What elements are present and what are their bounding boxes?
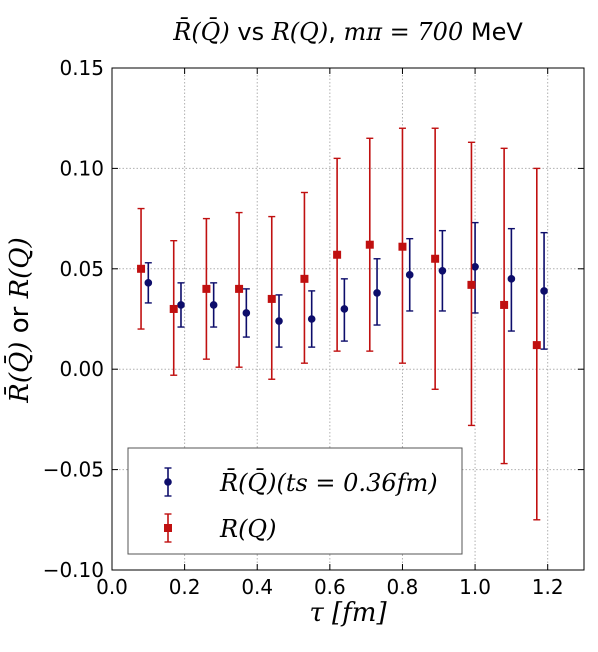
title-vs: vs <box>237 18 265 46</box>
x-tick-label: 0.2 <box>169 575 201 599</box>
data-point <box>467 280 476 289</box>
x-tick-label: 0.6 <box>314 575 346 599</box>
legend: R̄(Q̄)(ts = 0.36fm) R(Q) <box>127 447 463 555</box>
series-blue <box>144 221 548 350</box>
chart-title: R̄(Q̄) vs R(Q), mπ = 700 MeV <box>112 18 584 46</box>
data-point <box>267 294 276 303</box>
data-point <box>235 284 244 293</box>
data-point <box>540 287 548 295</box>
y-tick-label: 0.05 <box>59 257 104 281</box>
legend-label: R̄(Q̄)(ts = 0.36fm) <box>219 469 438 497</box>
title-rhs: R(Q) <box>271 18 329 46</box>
x-tick-label: 0.0 <box>96 575 128 599</box>
x-axis-label: τ [fm] <box>309 598 387 628</box>
plot-frame <box>111 67 585 571</box>
data-point <box>242 309 251 317</box>
legend-entry-blue: R̄(Q̄)(ts = 0.36fm) <box>164 467 438 497</box>
data-point <box>405 271 414 279</box>
x-tick-label: 1.0 <box>459 575 491 599</box>
y-tick-label: 0.10 <box>59 156 104 180</box>
legend-box <box>127 447 463 555</box>
y-tick-label: 0.00 <box>59 357 104 381</box>
y-axis-label: R̄(Q̄) or R(Q) <box>5 237 35 403</box>
data-point <box>209 301 218 309</box>
data-series <box>137 127 548 521</box>
title-lhs: R̄(Q̄) <box>173 18 230 46</box>
series-red <box>137 127 541 521</box>
data-point <box>177 301 185 309</box>
ylabel-b: R(Q) <box>5 237 35 299</box>
data-point <box>532 341 541 350</box>
data-point <box>500 300 509 309</box>
data-point <box>137 264 146 273</box>
title-mass: mπ = 700 <box>343 18 464 46</box>
data-point <box>431 254 440 263</box>
title-unit: MeV <box>470 18 523 46</box>
legend-marker <box>164 478 172 486</box>
data-point <box>365 240 374 249</box>
ylabel-or: or <box>5 306 35 334</box>
data-point <box>373 289 381 297</box>
legend-entry-red: R(Q) <box>164 513 276 543</box>
data-point <box>438 267 447 275</box>
data-point <box>333 250 342 259</box>
x-tick-label: 1.2 <box>532 575 564 599</box>
data-point <box>202 284 211 293</box>
data-point <box>398 242 407 251</box>
ylabel-a: R̄(Q̄) <box>5 341 35 403</box>
data-point <box>275 317 283 325</box>
title-sep: , <box>328 18 336 46</box>
data-point <box>307 315 316 323</box>
legend-label: R(Q) <box>219 515 276 543</box>
y-tick-label: −0.05 <box>43 458 104 482</box>
y-tick-label: −0.10 <box>43 558 104 582</box>
data-point <box>471 262 479 271</box>
legend-marker <box>164 524 172 532</box>
data-point <box>340 305 349 313</box>
data-point <box>507 275 516 283</box>
y-tick-label: 0.15 <box>59 56 104 80</box>
data-point <box>144 279 153 287</box>
data-point <box>300 274 309 283</box>
data-point <box>169 304 178 313</box>
x-tick-label: 0.8 <box>387 575 419 599</box>
x-tick-label: 0.4 <box>241 575 273 599</box>
axis-ticks: 0.0 0.2 0.4 0.6 0.8 1.0 1.2 −0.10 −0.05 0.00 0.05 0… <box>43 56 584 599</box>
